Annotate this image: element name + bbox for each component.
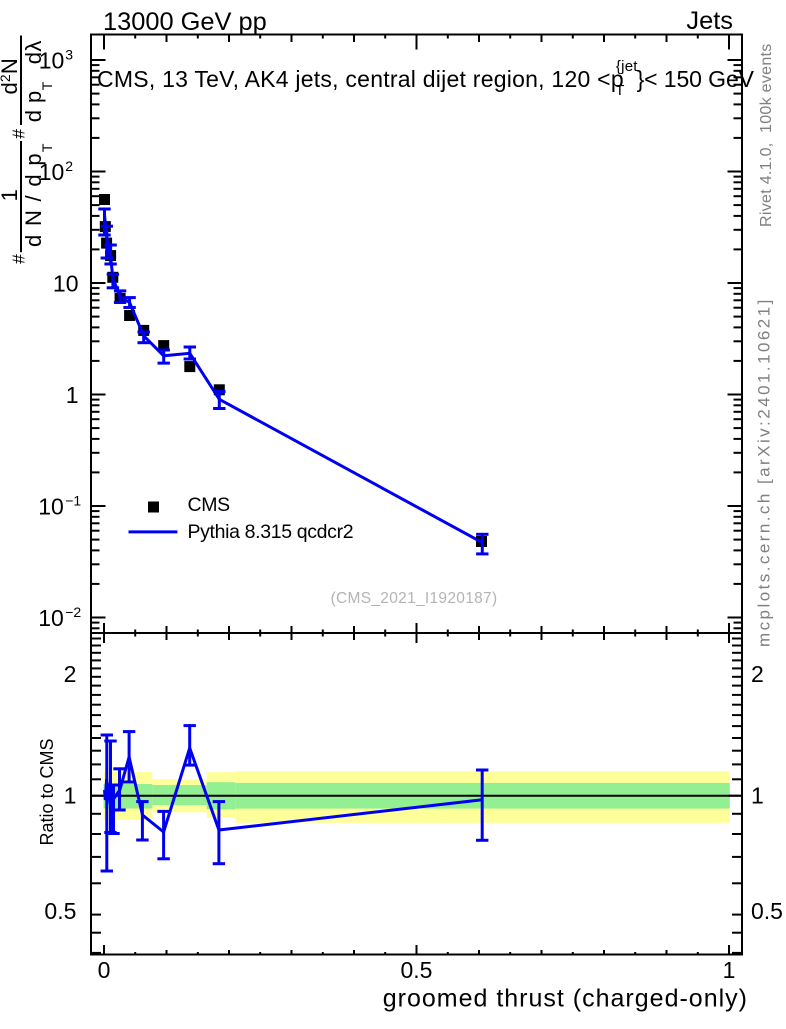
svg-text:1: 1 [66, 382, 79, 408]
svg-text:3: 3 [65, 47, 73, 63]
svg-text:10: 10 [38, 605, 64, 631]
svg-text:0.5: 0.5 [751, 898, 783, 924]
svg-text:Jets: Jets [686, 7, 733, 35]
svg-text:1: 1 [0, 189, 22, 201]
svg-text:d2N: d2N [0, 58, 22, 95]
svg-text:0.5: 0.5 [401, 957, 433, 983]
svg-text:groomed thrust (charged-only): groomed thrust (charged-only) [383, 985, 748, 1013]
svg-text:10: 10 [39, 47, 65, 73]
svg-text:13000 GeV pp: 13000 GeV pp [103, 8, 267, 36]
svg-text:#: # [9, 129, 29, 139]
svg-text:1: 1 [64, 783, 77, 809]
svg-text:1: 1 [723, 957, 736, 983]
svg-text:0.5: 0.5 [44, 898, 76, 924]
svg-text:10: 10 [39, 159, 65, 185]
svg-text:CMS: CMS [188, 494, 231, 516]
svg-text:10: 10 [53, 270, 79, 296]
svg-text:2: 2 [65, 158, 73, 174]
svg-text:−1: −1 [65, 493, 81, 509]
svg-text:1: 1 [751, 783, 764, 809]
svg-text:Pythia 8.315 qcdcr2: Pythia 8.315 qcdcr2 [188, 521, 354, 543]
svg-text:#: # [9, 254, 29, 264]
svg-text:−2: −2 [65, 604, 81, 620]
svg-text:2: 2 [751, 661, 764, 687]
svg-text:Ratio to CMS: Ratio to CMS [37, 738, 57, 845]
svg-text:mcplots.cern.ch [arXiv:2401.10: mcplots.cern.ch [arXiv:2401.10621] [755, 297, 774, 647]
svg-text:Rivet 4.1.0, 100k events: Rivet 4.1.0, 100k events [758, 43, 775, 227]
svg-text:0: 0 [98, 957, 111, 983]
svg-text:(CMS_2021_I1920187): (CMS_2021_I1920187) [331, 590, 498, 607]
svg-text:2: 2 [64, 661, 77, 687]
svg-text:dλ: dλ [21, 40, 46, 64]
svg-text:10: 10 [38, 493, 64, 519]
